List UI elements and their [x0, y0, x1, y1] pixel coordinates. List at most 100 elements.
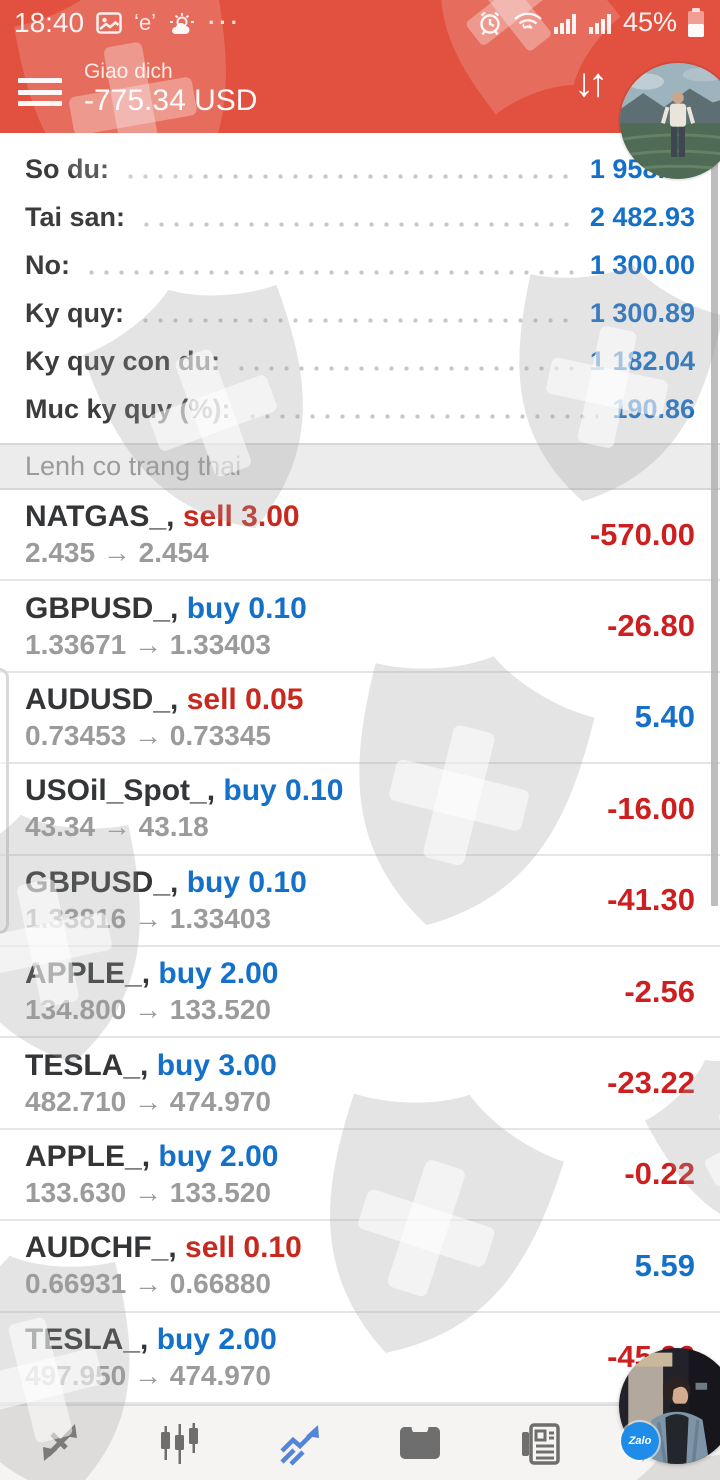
- position-side-volume: buy 0.10: [186, 591, 307, 625]
- nav-charts[interactable]: [120, 1406, 240, 1480]
- summary-value: 1 182.04: [589, 345, 695, 376]
- wifi-icon: [514, 12, 542, 29]
- battery-icon: [688, 7, 704, 37]
- dotted-leader: [138, 317, 576, 323]
- signal-icon: [588, 13, 611, 34]
- section-header: Lenh co trang thai: [0, 443, 720, 490]
- position-side-volume: buy 2.00: [158, 957, 279, 991]
- nav-news[interactable]: [480, 1406, 600, 1480]
- edge-panel-handle[interactable]: [0, 668, 9, 934]
- e-notification-icon: ʻeʼ: [134, 9, 157, 35]
- summary-value: 1 300.00: [589, 249, 695, 280]
- summary-label: Ky quy:: [25, 297, 125, 328]
- position-symbol: TESLA_,: [25, 1322, 149, 1356]
- position-row[interactable]: AUDCHF_, sell 0.10 0.66931 → 0.66880 5.5…: [0, 1221, 720, 1313]
- position-profit: 5.59: [634, 1247, 695, 1283]
- summary-label: So du:: [25, 153, 109, 184]
- position-symbol: USOil_Spot_,: [25, 774, 216, 808]
- position-side-volume: buy 2.00: [158, 1139, 279, 1173]
- alarm-icon: [480, 11, 500, 35]
- position-prices: 43.34 → 43.18: [25, 811, 209, 843]
- chat-head-avatar-top[interactable]: [620, 63, 720, 179]
- app-bar: Giao dich -775.34 USD ↓↑: [0, 45, 720, 133]
- position-info: GBPUSD_, buy 0.10 1.33671 → 1.33403: [25, 592, 607, 661]
- position-symbol: AUDCHF_,: [25, 1231, 177, 1265]
- dotted-leader: [83, 269, 576, 275]
- position-info: GBPUSD_, buy 0.10 1.33816 → 1.33403: [25, 866, 607, 935]
- screenshot-icon: [96, 11, 122, 34]
- position-prices: 2.435 → 2.454: [25, 537, 209, 569]
- position-row[interactable]: GBPUSD_, buy 0.10 1.33671 → 1.33403 -26.…: [0, 581, 720, 673]
- trend-arrow-icon: [280, 1425, 319, 1466]
- more-notifications-icon: ···: [208, 9, 243, 35]
- position-side-volume: buy 0.10: [223, 774, 344, 808]
- position-profit: -26.80: [607, 608, 695, 644]
- bottom-nav: [0, 1404, 720, 1480]
- position-info: AUDCHF_, sell 0.10 0.66931 → 0.66880: [25, 1231, 635, 1300]
- position-row[interactable]: APPLE_, buy 2.00 133.630 → 133.520 -0.22: [0, 1129, 720, 1222]
- position-side-volume: buy 2.00: [156, 1322, 277, 1356]
- position-prices: 133.630 → 133.520: [25, 1176, 271, 1208]
- nav-quotes[interactable]: [0, 1406, 120, 1480]
- position-profit: -23.22: [607, 1065, 695, 1101]
- page-title: Giao dich: [84, 60, 173, 83]
- position-row[interactable]: TESLA_, buy 2.00 497.950 → 474.970 -45.9…: [0, 1312, 720, 1404]
- dotted-leader: [234, 365, 576, 371]
- summary-row: Muc ky quy (%): 190.86: [0, 385, 720, 433]
- position-profit: 5.40: [634, 699, 695, 735]
- dotted-leader: [139, 221, 576, 227]
- position-info: USOil_Spot_, buy 0.10 43.34 → 43.18: [25, 774, 607, 843]
- position-profit: -2.56: [624, 973, 695, 1009]
- position-profit: -16.00: [607, 790, 695, 826]
- summary-label: Muc ky quy (%):: [25, 393, 231, 424]
- position-info: TESLA_, buy 2.00 497.950 → 474.970: [25, 1323, 607, 1392]
- position-row[interactable]: AUDUSD_, sell 0.05 0.73453 → 0.73345 5.4…: [0, 672, 720, 765]
- position-row[interactable]: NATGAS_, sell 3.00 2.435 → 2.454 -570.00: [0, 490, 720, 582]
- account-summary: So du: 1 958.27 Tai san: 2 482.93 No: 1 …: [0, 133, 720, 433]
- zalo-badge[interactable]: Zalo: [621, 1422, 659, 1460]
- position-prices: 134.800 → 133.520: [25, 994, 271, 1026]
- position-side-volume: buy 3.00: [156, 1048, 277, 1082]
- position-profit: -570.00: [589, 516, 695, 552]
- position-info: NATGAS_, sell 3.00 2.435 → 2.454: [25, 500, 590, 569]
- nav-trade[interactable]: [240, 1406, 360, 1480]
- position-side-volume: buy 0.10: [186, 865, 307, 899]
- position-symbol: NATGAS_,: [25, 500, 175, 534]
- position-row[interactable]: USOil_Spot_, buy 0.10 43.34 → 43.18 -16.…: [0, 764, 720, 856]
- nav-history[interactable]: [360, 1406, 480, 1480]
- summary-value: 190.86: [612, 393, 695, 424]
- position-prices: 482.710 → 474.970: [25, 1085, 271, 1117]
- position-row[interactable]: APPLE_, buy 2.00 134.800 → 133.520 -2.56: [0, 946, 720, 1039]
- position-symbol: GBPUSD_,: [25, 865, 179, 899]
- position-info: APPLE_, buy 2.00 134.800 → 133.520: [25, 957, 624, 1026]
- summary-row: Ky quy: 1 300.89: [0, 289, 720, 337]
- position-prices: 0.66931 → 0.66880: [25, 1268, 271, 1300]
- dotted-leader: [122, 173, 576, 179]
- menu-button[interactable]: [18, 75, 62, 109]
- position-symbol: APPLE_,: [25, 1139, 151, 1173]
- status-right: 45%: [477, 7, 706, 38]
- position-side-volume: sell 0.05: [186, 682, 304, 716]
- sort-button[interactable]: ↓↑: [574, 61, 608, 105]
- summary-row: No: 1 300.00: [0, 241, 720, 289]
- zalo-badge-label: Zalo: [628, 1435, 652, 1447]
- position-side-volume: sell 3.00: [182, 500, 300, 534]
- scrollbar-thumb[interactable]: [711, 158, 718, 906]
- tray-icon: [400, 1418, 440, 1459]
- position-row[interactable]: GBPUSD_, buy 0.10 1.33816 → 1.33403 -41.…: [0, 855, 720, 947]
- position-info: TESLA_, buy 3.00 482.710 → 474.970: [25, 1049, 607, 1118]
- signal-icon: [553, 13, 576, 34]
- position-prices: 0.73453 → 0.73345: [25, 719, 271, 751]
- position-row[interactable]: TESLA_, buy 3.00 482.710 → 474.970 -23.2…: [0, 1038, 720, 1130]
- summary-label: No:: [25, 249, 70, 280]
- positions-list: NATGAS_, sell 3.00 2.435 → 2.454 -570.00…: [0, 490, 720, 1404]
- position-symbol: GBPUSD_,: [25, 591, 179, 625]
- section-title: Lenh co trang thai: [25, 451, 242, 481]
- position-side-volume: sell 0.10: [185, 1231, 302, 1265]
- position-prices: 497.950 → 474.970: [25, 1359, 271, 1391]
- summary-row: Ky quy con du: 1 182.04: [0, 337, 720, 385]
- arrows-cross-icon: [43, 1424, 77, 1461]
- summary-label: Ky quy con du:: [25, 345, 220, 376]
- position-info: APPLE_, buy 2.00 133.630 → 133.520: [25, 1140, 624, 1209]
